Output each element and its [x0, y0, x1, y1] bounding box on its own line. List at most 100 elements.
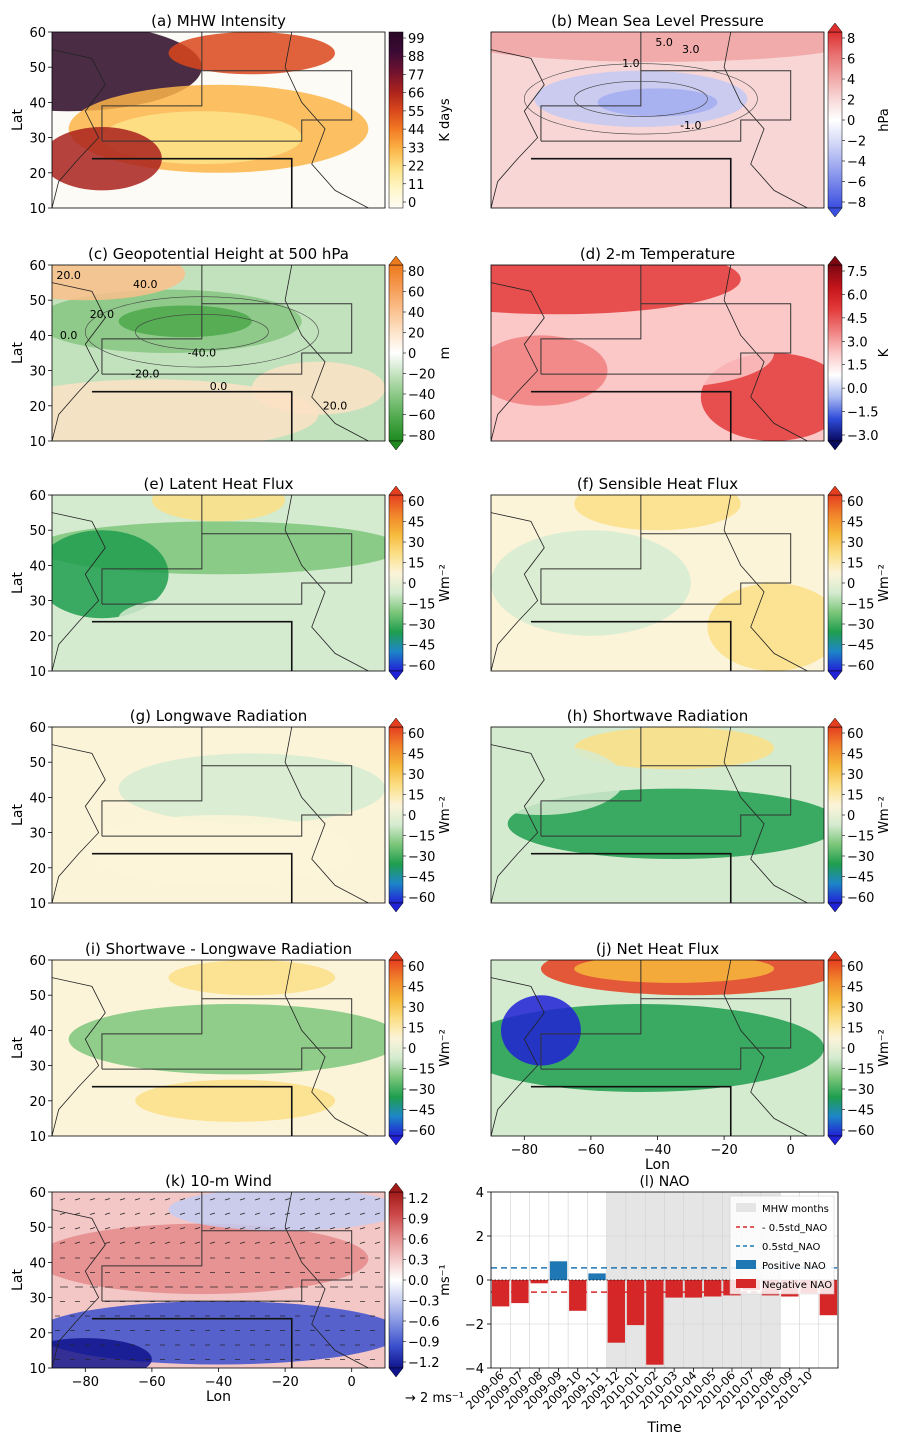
y-tick-label: 50 — [29, 756, 46, 771]
contour-line — [134, 313, 269, 350]
coastline-americas — [52, 282, 106, 441]
wind-arrow — [254, 1227, 261, 1230]
colorbar-tick-label: 15 — [408, 789, 425, 804]
y-tick-label: 60 — [29, 259, 46, 274]
wind-arrow — [59, 1241, 66, 1244]
colorbar-tick-label: −1.5 — [847, 406, 879, 421]
field-blob — [491, 146, 691, 208]
panel-title: (c) Geopotential Height at 500 hPa — [88, 245, 349, 263]
wind-arrow — [149, 1227, 156, 1230]
x-tick-label: −60 — [577, 1143, 604, 1158]
wind-arrow — [299, 1227, 306, 1230]
colorbar-tick-label: 30 — [847, 1001, 864, 1016]
colorbar-tick-label: −2 — [847, 135, 866, 150]
colorbar: 7.5 6.0 4.5 3.0 1.5 0.0 −1.5 −3.0 K — [827, 255, 892, 451]
map-field — [52, 495, 385, 671]
colorbar-extend-top — [388, 255, 404, 266]
colorbar: 60 45 30 15 0 −15 −30 −45 −60 Wm⁻² — [827, 717, 892, 913]
colorbar-tick-label: 33 — [408, 141, 425, 156]
plot-frame — [490, 726, 825, 904]
wind-arrow — [359, 1212, 366, 1215]
panel-title: (j) Net Heat Flux — [596, 940, 719, 958]
colorbar: 60 45 30 15 0 −15 −30 −45 −60 Wm⁻² — [827, 485, 892, 681]
colorbar-extend-bottom — [827, 1135, 843, 1146]
y-tick-label: 40 — [29, 791, 46, 806]
y-tick-label: 50 — [29, 524, 46, 539]
colorbar-tick-label: 7.5 — [847, 265, 868, 280]
colorbar-tick-label: 0.0 — [847, 382, 868, 397]
nao-bar-2010-04 — [684, 1280, 703, 1298]
wind-arrow — [239, 1227, 246, 1230]
region-outline — [101, 303, 353, 375]
contour-label: 20.0 — [56, 269, 81, 282]
coastline-europe-africa — [723, 960, 808, 1136]
region-outline — [101, 533, 353, 605]
wind-arrow — [224, 1241, 231, 1244]
colorbar-label: ms⁻¹ — [438, 1264, 453, 1296]
legend-entry: 0.5std_NAO — [762, 1242, 821, 1253]
wind-arrow — [149, 1241, 156, 1244]
panel-5: (f) Sensible Heat Flux 60 45 30 15 0 −15 −30 −45… — [490, 475, 892, 681]
wind-arrow — [194, 1198, 201, 1201]
wind-arrow — [224, 1227, 231, 1230]
wind-arrow — [119, 1212, 126, 1215]
contour-line — [85, 296, 319, 368]
coastline-europe-africa — [723, 265, 808, 441]
wind-arrow — [359, 1241, 366, 1244]
legend-swatch — [736, 1203, 756, 1212]
colorbar-tick-label: −30 — [408, 1083, 435, 1098]
panel-2: 20.040.020.00.0-40.0-20.00.020.0(c) Geop… — [10, 245, 453, 451]
plot-frame — [490, 31, 825, 209]
wind-arrow — [59, 1227, 66, 1230]
colorbar-tick-label: −45 — [847, 871, 874, 886]
colorbar-extend-top — [388, 950, 404, 961]
wind-arrow — [284, 1212, 291, 1215]
contour-line — [573, 80, 708, 117]
map-field — [491, 265, 824, 441]
colorbar-tick-label: −8 — [847, 196, 866, 211]
colorbar: 60 45 30 15 0 −15 −30 −45 −60 Wm⁻² — [827, 950, 892, 1146]
wind-arrow — [224, 1198, 231, 1201]
wind-arrow — [299, 1212, 306, 1215]
colorbar-tick-label: 22 — [408, 160, 425, 175]
x-axis-label: Time — [646, 1420, 681, 1436]
coastline-europe-africa — [723, 32, 808, 208]
colorbar-tick-label: 45 — [847, 516, 864, 531]
colorbar-extend-top — [827, 485, 843, 496]
wind-arrow — [74, 1198, 81, 1201]
wind-arrow — [134, 1241, 141, 1244]
colorbar-tick-label: 15 — [847, 789, 864, 804]
panel-title: (g) Longwave Radiation — [130, 707, 308, 725]
wind-arrow — [254, 1212, 261, 1215]
y-axis-label: Lat — [10, 109, 26, 131]
y-tick-label: 40 — [29, 559, 46, 574]
region-outline-south — [91, 390, 293, 441]
colorbar-tick-label: −45 — [408, 639, 435, 654]
panel-title: (d) 2-m Temperature — [580, 245, 735, 263]
map-field — [491, 960, 824, 1136]
legend-swatch — [736, 1260, 756, 1269]
map-field — [491, 727, 824, 903]
wind-arrow — [89, 1198, 96, 1201]
x-tick-label: 0 — [348, 1375, 356, 1390]
field-blob — [118, 591, 385, 645]
panel-7: (h) Shortwave Radiation 60 45 30 15 0 −15 −30 −4… — [490, 707, 892, 913]
coastline-europe-africa — [284, 960, 369, 1136]
legend-entry: - 0.5std_NAO — [762, 1223, 827, 1234]
x-tick-label: −20 — [710, 1143, 737, 1158]
region-outline-south — [91, 157, 293, 208]
colorbar-tick-label: −3.0 — [847, 429, 879, 444]
panel-9: (j) Net Heat Flux −80 −60 −40 −20 0 Lon 60 45 30 1… — [490, 940, 892, 1173]
region-outline-south — [91, 620, 293, 671]
colorbar-extend-bottom — [388, 1367, 404, 1378]
panel-title: (e) Latent Heat Flux — [143, 475, 293, 493]
y-tick-label: 10 — [29, 897, 46, 912]
y-tick-label: 10 — [29, 665, 46, 680]
legend-swatch — [736, 1279, 756, 1288]
colorbar-tick-label: 8 — [847, 32, 855, 47]
contour-label: -20.0 — [131, 368, 159, 381]
colorbar-tick-label: −0.6 — [408, 1315, 440, 1330]
field-blob — [168, 1192, 385, 1231]
wind-arrow — [59, 1212, 66, 1215]
panel-10: (k) 10-m Wind 60 50 40 30 20 10 Lat −80 −60 −40 −20… — [10, 1172, 464, 1406]
